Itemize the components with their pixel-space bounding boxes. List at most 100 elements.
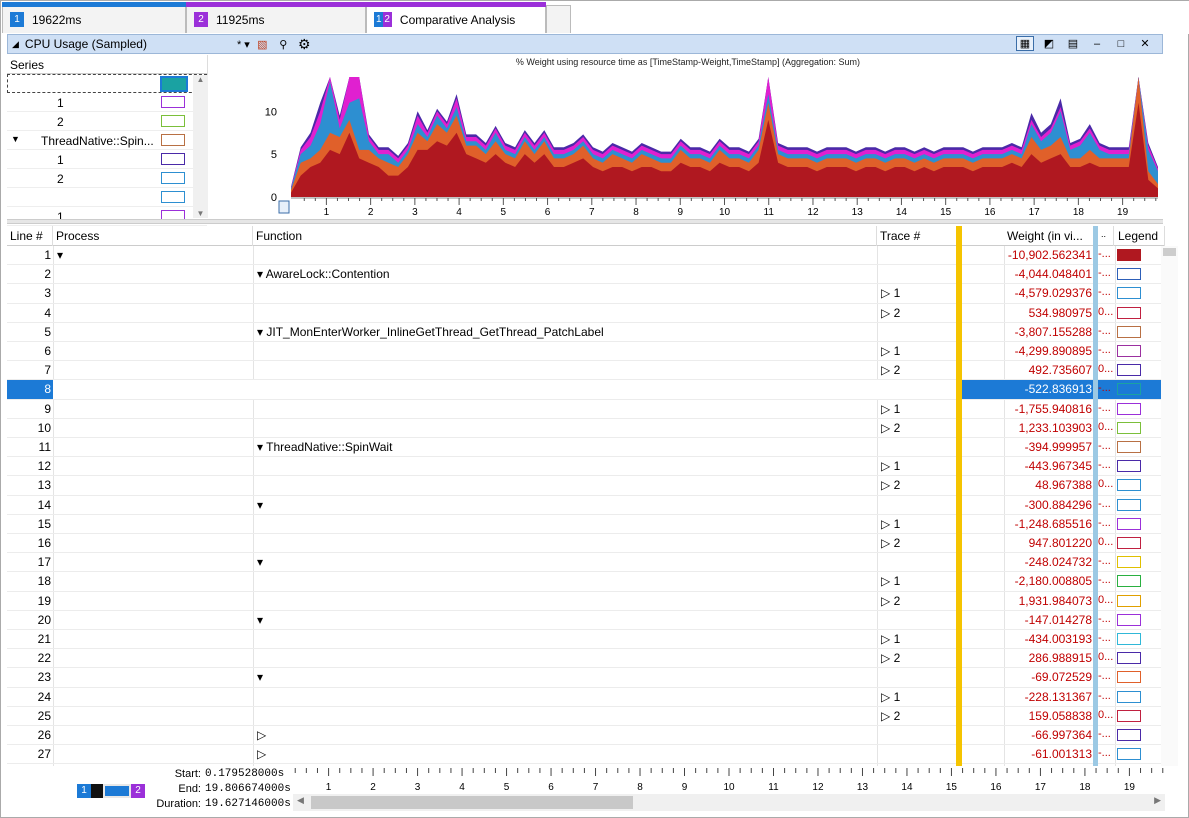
column-header-legend[interactable]: Legend [1115, 226, 1165, 246]
table-row[interactable]: 26 ▷ -66.997364 -... [7, 726, 1165, 746]
trace-slider[interactable] [103, 784, 131, 798]
legend-swatch[interactable] [1117, 517, 1141, 530]
series-swatch[interactable] [161, 191, 185, 203]
time-ruler[interactable]: 1 2 3 4 5 6 7 8 9 10 11 12 13 14 15 16 17 18 19 [293, 766, 1165, 794]
grouping-bar[interactable] [956, 226, 962, 766]
tab-new[interactable] [546, 5, 571, 33]
legend-swatch[interactable] [1117, 498, 1141, 511]
chart-area[interactable]: % Weight using resource time as [TimeSta… [213, 55, 1163, 219]
gear-icon[interactable]: ⚙ [298, 35, 311, 52]
table-and-graph-view-icon[interactable]: ▦ [1016, 36, 1034, 51]
legend-swatch[interactable] [1117, 441, 1141, 453]
legend-swatch[interactable] [1117, 671, 1141, 684]
series-swatch[interactable] [160, 76, 188, 92]
table-row[interactable]: 15 ▷ 1 -1,248.685516 -... [7, 515, 1165, 534]
table-scroll-thumb[interactable] [1163, 248, 1176, 256]
table-row[interactable]: 20 ▾ -147.014278 -... [7, 611, 1165, 630]
chart-type-icon[interactable]: ▧ [257, 38, 268, 51]
series-swatch[interactable] [161, 134, 185, 146]
scroll-left-icon[interactable]: ◀ [297, 795, 304, 805]
legend-swatch[interactable] [1117, 748, 1141, 761]
series-swatch[interactable] [161, 172, 185, 184]
column-header-line[interactable]: Line # [7, 226, 53, 246]
collapse-triangle-icon[interactable]: ◢ [12, 38, 19, 49]
scroll-up-icon[interactable]: ▲ [196, 75, 205, 84]
legend-swatch[interactable] [1117, 345, 1141, 357]
series-scrollbar[interactable]: ▲ ▼ [193, 75, 208, 218]
maximize-icon[interactable]: □ [1117, 37, 1125, 50]
table-row[interactable]: 22 ▷ 2 286.988915 0... [7, 649, 1165, 669]
table-scrollbar[interactable] [1161, 246, 1178, 766]
table-only-view-icon[interactable]: ▤ [1067, 38, 1079, 50]
column-header-process[interactable]: Process [53, 226, 253, 246]
tab-trace-1[interactable]: 1 19622ms [2, 2, 186, 33]
expander-icon[interactable]: ▼ [11, 134, 20, 144]
series-row[interactable]: 1 [7, 93, 207, 112]
legend-swatch[interactable] [1117, 268, 1141, 281]
legend-swatch[interactable] [1117, 633, 1141, 645]
legend-swatch[interactable] [1117, 364, 1141, 377]
table-row[interactable]: 12 ▷ 1 -443.967345 -... [7, 457, 1165, 477]
legend-swatch[interactable] [1117, 537, 1141, 549]
table-row[interactable]: 23 ▾ -69.072529 -... [7, 668, 1165, 688]
series-row[interactable] [7, 188, 207, 207]
table-row[interactable]: 1 ▾ -10,902.562341 -... [7, 246, 1165, 266]
series-swatch[interactable] [161, 115, 185, 127]
table-row[interactable]: 7 ▷ 2 492.735607 0... [7, 361, 1165, 381]
graph-column-bar[interactable] [1093, 226, 1098, 766]
series-row[interactable]: 2 [7, 169, 207, 188]
scroll-right-icon[interactable]: ▶ [1154, 795, 1161, 805]
legend-swatch[interactable] [1117, 460, 1141, 473]
legend-swatch[interactable] [1117, 556, 1141, 569]
legend-swatch[interactable] [1117, 652, 1141, 665]
column-header-weight[interactable]: Weight (in vi... [1004, 226, 1094, 246]
table-row[interactable]: 13 ▷ 2 48.967388 0... [7, 476, 1165, 496]
series-row[interactable]: 1 [7, 150, 207, 169]
tab-comparative-analysis[interactable]: 1 2 Comparative Analysis [366, 2, 546, 33]
legend-swatch[interactable] [1117, 690, 1141, 703]
series-row[interactable] [7, 74, 207, 93]
time-scroll-thumb[interactable] [311, 796, 633, 809]
table-row[interactable]: 9 ▷ 1 -1,755.940816 -... [7, 400, 1165, 419]
table-row[interactable]: 27 ▷ -61.001313 -... [7, 745, 1165, 765]
preset-dropdown[interactable]: * ▾ [236, 38, 250, 51]
table-row[interactable]: 19 ▷ 2 1,931.984073 0... [7, 592, 1165, 611]
close-icon[interactable]: ✕ [1140, 38, 1150, 50]
legend-swatch[interactable] [1117, 575, 1141, 588]
table-row[interactable]: 5 ▾ JIT_MonEnterWorker_InlineGetThread_Ge… [7, 323, 1165, 342]
table-row[interactable]: 16 ▷ 2 947.801220 0... [7, 534, 1165, 554]
legend-swatch[interactable] [1117, 709, 1141, 722]
legend-swatch[interactable] [1117, 729, 1141, 741]
table-row[interactable]: 10 ▷ 2 1,233.103903 0... [7, 419, 1165, 438]
minimize-icon[interactable]: – [1093, 37, 1101, 50]
legend-swatch[interactable] [1117, 249, 1141, 261]
legend-swatch[interactable] [1117, 421, 1141, 434]
legend-swatch[interactable] [1117, 402, 1141, 415]
column-header-trace[interactable]: Trace # [877, 226, 957, 246]
legend-swatch[interactable] [1117, 383, 1141, 396]
legend-swatch[interactable] [1117, 613, 1141, 626]
tab-trace-2[interactable]: 2 11925ms [186, 2, 366, 33]
table-row[interactable]: 17 ▾ -248.024732 -... [7, 553, 1165, 573]
series-row[interactable]: 2 [7, 112, 207, 131]
table-row[interactable]: 14 ▾ -300.884296 -... [7, 496, 1165, 515]
table-row[interactable]: 2 ▾ AwareLock::Contention -4,044.048401 -..… [7, 265, 1165, 285]
search-icon[interactable]: ⚲ [279, 38, 288, 51]
legend-swatch[interactable] [1117, 306, 1141, 319]
splitter[interactable] [7, 219, 1163, 224]
table-row[interactable]: 8 -522.836913 -... [7, 380, 1165, 400]
series-swatch[interactable] [161, 153, 185, 165]
table-row[interactable]: 6 ▷ 1 -4,299.890895 -... [7, 342, 1165, 362]
legend-swatch[interactable] [1117, 594, 1141, 607]
table-row[interactable]: 3 ▷ 1 -4,579.029376 -... [7, 284, 1165, 304]
legend-swatch[interactable] [1117, 479, 1141, 492]
table-row[interactable]: 11 ▾ ThreadNative::SpinWait -394.999957 -..… [7, 438, 1165, 458]
scroll-down-icon[interactable]: ▼ [196, 209, 205, 218]
legend-swatch[interactable] [1117, 325, 1141, 338]
column-header-dots[interactable]: .. [1098, 226, 1114, 246]
series-swatch[interactable] [161, 96, 185, 108]
table-row[interactable]: 18 ▷ 1 -2,180.008805 -... [7, 572, 1165, 592]
legend-swatch[interactable] [1117, 287, 1141, 300]
graph-only-view-icon[interactable]: ◩ [1043, 38, 1055, 50]
column-header-function[interactable]: Function [253, 226, 877, 246]
